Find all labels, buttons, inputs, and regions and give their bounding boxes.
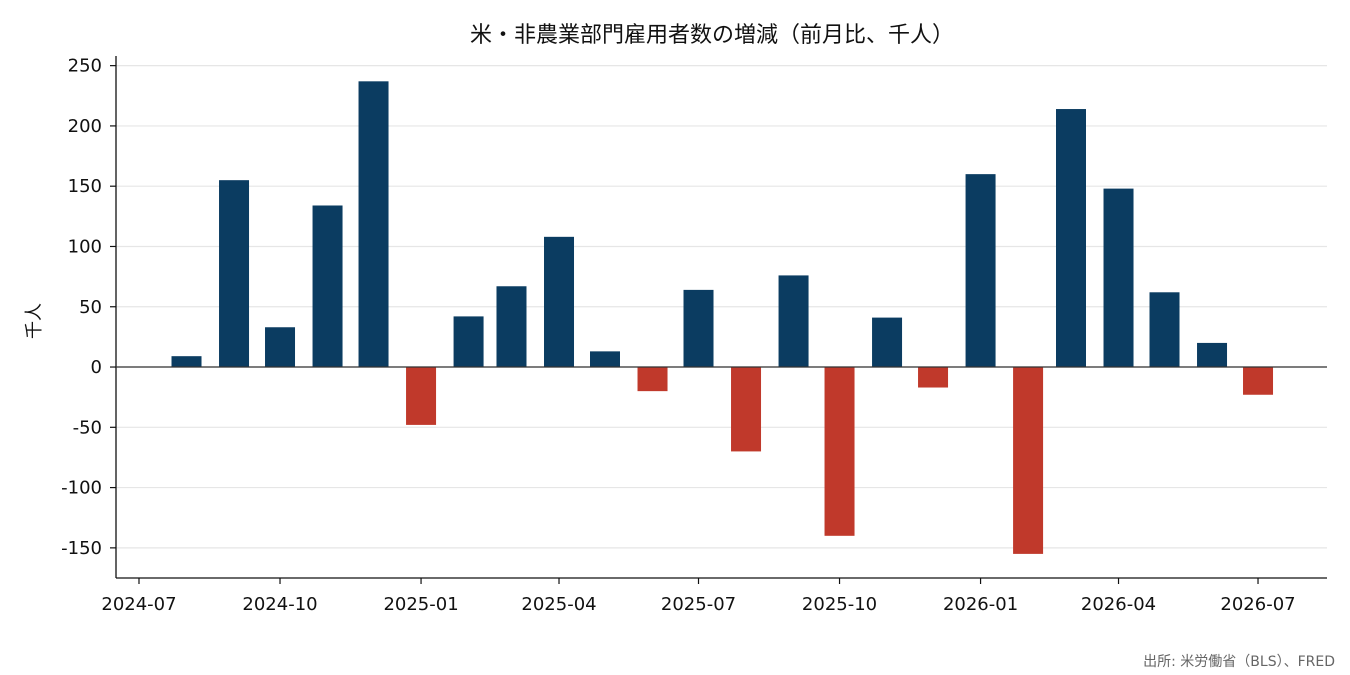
y-tick-labels: -150 -100 -50 0 50 100 150 200 250	[61, 56, 102, 559]
bars	[171, 81, 1274, 554]
bar-2026-06	[1197, 342, 1228, 368]
x-tick-label: 2025-04	[521, 594, 596, 615]
x-tick-label: 2024-07	[101, 594, 176, 615]
y-tick-label: -150	[61, 538, 102, 559]
bar-2024-08	[171, 356, 202, 368]
x-tick-label: 2024-10	[242, 594, 317, 615]
y-axis-label: 千人	[24, 303, 45, 339]
y-tick-label: 250	[68, 56, 102, 77]
y-tick-label: 50	[79, 297, 102, 318]
bar-2025-07	[683, 289, 714, 368]
bar-2026-04	[1103, 188, 1134, 368]
bar-2025-10	[824, 367, 855, 536]
y-tick-label: 100	[68, 236, 102, 257]
y-tick-label: -50	[73, 417, 102, 438]
bar-2025-01	[406, 367, 437, 425]
x-tick-label: 2025-10	[802, 594, 877, 615]
x-tick-label: 2026-01	[943, 594, 1018, 615]
x-tick-label: 2025-01	[383, 594, 458, 615]
bar-2026-01	[965, 174, 996, 368]
bar-2026-07	[1243, 367, 1274, 395]
x-tick-label: 2026-07	[1220, 594, 1295, 615]
y-tick-label: -100	[61, 478, 102, 499]
bar-2026-02	[1013, 367, 1044, 554]
bar-2025-04	[544, 236, 575, 368]
bar-2025-11	[872, 317, 903, 368]
bar-2025-05	[590, 351, 620, 368]
grid-lines	[116, 65, 1327, 549]
bar-2025-08	[731, 367, 762, 452]
y-tick-label: 150	[68, 176, 102, 197]
bar-2024-10	[265, 327, 296, 368]
source-note: 出所: 米労働省（BLS）、FRED	[1143, 654, 1335, 670]
y-tick-label: 0	[91, 357, 102, 378]
bar-2025-02	[453, 316, 484, 368]
y-tick-label: 200	[68, 116, 102, 137]
bar-2025-03	[496, 286, 527, 368]
x-tick-label: 2026-04	[1081, 594, 1156, 615]
bar-2026-03	[1056, 109, 1086, 368]
x-tick-label: 2025-07	[661, 594, 736, 615]
bar-2024-12	[358, 81, 389, 368]
axes	[110, 56, 1327, 584]
bar-2026-05	[1149, 292, 1180, 368]
bar-2025-12	[918, 367, 949, 388]
bar-2024-11	[312, 205, 343, 368]
bar-2024-09	[219, 180, 250, 368]
x-tick-labels: 2024-07 2024-10 2025-01 2025-04 2025-07 2025-…	[101, 594, 1295, 615]
chart-title: 米・非農業部門雇用者数の増減（前月比、千人）	[470, 23, 954, 48]
bar-2025-06	[637, 367, 668, 392]
bar-2025-09	[778, 275, 809, 368]
